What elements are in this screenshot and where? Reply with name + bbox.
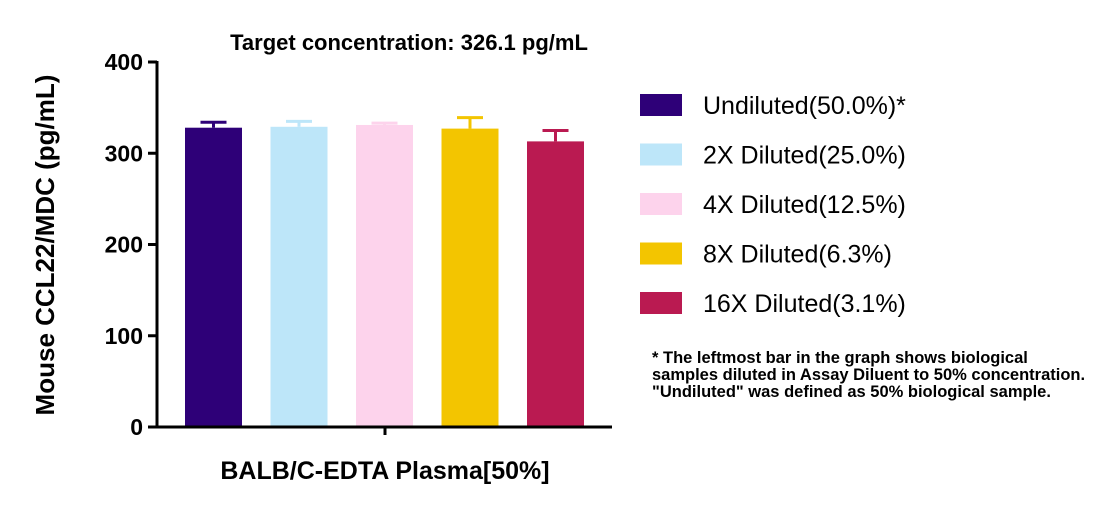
y-tick-label: 0 [130, 414, 143, 440]
legend-swatch [640, 292, 682, 314]
legend: Undiluted(50.0%)* 2X Diluted(25.0%) 4X Dil… [640, 92, 906, 318]
bar [270, 126, 328, 427]
plot-area: 0 100 200 300 400 [105, 49, 612, 440]
x-axis-label: BALB/C-EDTA Plasma[50%] [220, 457, 549, 485]
bar [527, 141, 584, 427]
legend-swatch [640, 143, 682, 166]
legend-label: Undiluted(50.0%)* [703, 92, 906, 120]
legend-label: 8X Diluted(6.3%) [703, 241, 892, 269]
y-tick-label: 200 [105, 232, 143, 258]
legend-label: 2X Diluted(25.0%) [703, 142, 906, 170]
bar [356, 124, 413, 428]
chart-title: Target concentration: 326.1 pg/mL [230, 30, 588, 55]
bar [185, 127, 242, 427]
legend-swatch [640, 193, 682, 215]
legend-label: 16X Diluted(3.1%) [703, 290, 906, 318]
legend-swatch [640, 242, 682, 265]
bar [441, 128, 499, 428]
legend-label: 4X Diluted(12.5%) [703, 191, 906, 219]
y-axis-label: Mouse CCL22/MDC (pg/mL) [30, 75, 60, 416]
legend-swatch [640, 94, 682, 116]
y-tick-label: 100 [105, 323, 143, 349]
y-tick-label: 400 [105, 49, 143, 75]
y-tick-label: 300 [105, 140, 143, 166]
footnote: * The leftmost bar in the graph shows bi… [652, 349, 1086, 401]
